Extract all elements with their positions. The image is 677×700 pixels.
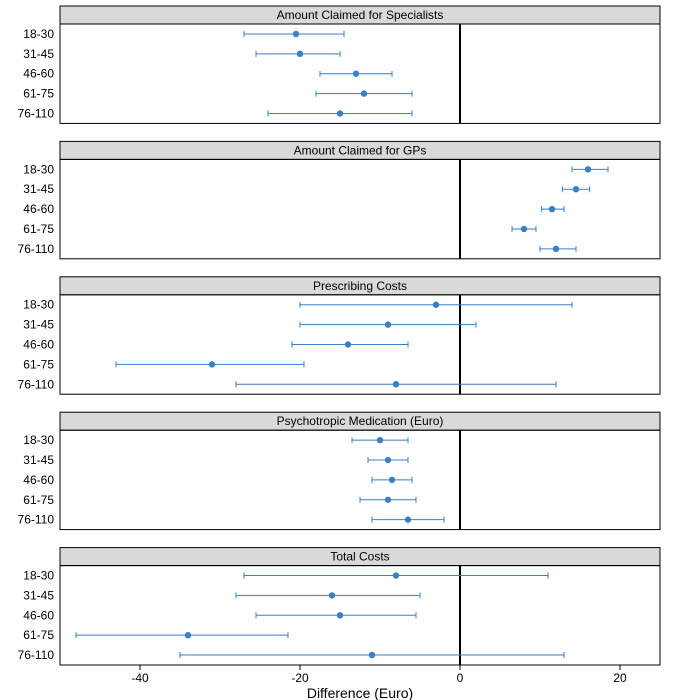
point-estimate <box>553 246 559 252</box>
point-estimate <box>345 341 351 347</box>
y-category-label: 46-60 <box>23 473 54 487</box>
point-estimate <box>185 632 191 638</box>
y-category-label: 76-110 <box>18 648 55 662</box>
x-tick-label: 0 <box>457 671 464 685</box>
y-category-label: 76-110 <box>18 513 55 527</box>
y-category-label: 18-30 <box>23 433 54 447</box>
y-category-label: 18-30 <box>23 298 54 312</box>
point-estimate <box>549 206 555 212</box>
y-category-label: 76-110 <box>18 377 55 391</box>
x-tick-label: -20 <box>291 671 309 685</box>
point-estimate <box>385 457 391 463</box>
y-category-label: 18-30 <box>23 162 54 176</box>
point-estimate <box>393 572 399 578</box>
y-category-label: 61-75 <box>23 493 54 507</box>
y-category-label: 46-60 <box>23 338 54 352</box>
y-category-label: 46-60 <box>23 67 54 81</box>
forest-plot: Amount Claimed for Specialists 18-30 31-45… <box>0 0 677 700</box>
y-category-label: 61-75 <box>23 357 54 371</box>
x-tick-label: -40 <box>131 671 149 685</box>
point-estimate <box>297 51 303 57</box>
panel-title: Total Costs <box>330 550 389 564</box>
y-category-label: 31-45 <box>23 588 54 602</box>
point-estimate <box>521 226 527 232</box>
point-estimate <box>377 437 383 443</box>
point-estimate <box>573 186 579 192</box>
y-category-label: 46-60 <box>23 202 54 216</box>
panel-title: Psychotropic Medication (Euro) <box>277 414 444 428</box>
point-estimate <box>393 381 399 387</box>
y-category-label: 18-30 <box>23 27 54 41</box>
point-estimate <box>405 516 411 522</box>
y-category-label: 31-45 <box>23 182 54 196</box>
point-estimate <box>209 361 215 367</box>
y-category-label: 18-30 <box>23 569 54 583</box>
point-estimate <box>385 321 391 327</box>
point-estimate <box>385 497 391 503</box>
y-category-label: 61-75 <box>23 87 54 101</box>
y-category-label: 31-45 <box>23 47 54 61</box>
point-estimate <box>369 652 375 658</box>
y-category-label: 46-60 <box>23 608 54 622</box>
panel-body <box>60 159 660 258</box>
point-estimate <box>389 477 395 483</box>
point-estimate <box>361 90 367 96</box>
panel-title: Prescribing Costs <box>313 279 407 293</box>
x-axis-label: Difference (Euro) <box>307 685 413 700</box>
y-category-label: 31-45 <box>23 318 54 332</box>
point-estimate <box>337 612 343 618</box>
panel-title: Amount Claimed for GPs <box>294 143 427 157</box>
point-estimate <box>329 592 335 598</box>
y-category-label: 61-75 <box>23 222 54 236</box>
point-estimate <box>293 31 299 37</box>
point-estimate <box>433 302 439 308</box>
point-estimate <box>585 166 591 172</box>
panel-title: Amount Claimed for Specialists <box>277 8 444 22</box>
x-tick-label: 20 <box>613 671 627 685</box>
point-estimate <box>353 71 359 77</box>
y-category-label: 76-110 <box>18 106 55 120</box>
panel-body <box>60 430 660 529</box>
y-category-label: 31-45 <box>23 453 54 467</box>
y-category-label: 76-110 <box>18 242 55 256</box>
y-category-label: 61-75 <box>23 628 54 642</box>
point-estimate <box>337 110 343 116</box>
